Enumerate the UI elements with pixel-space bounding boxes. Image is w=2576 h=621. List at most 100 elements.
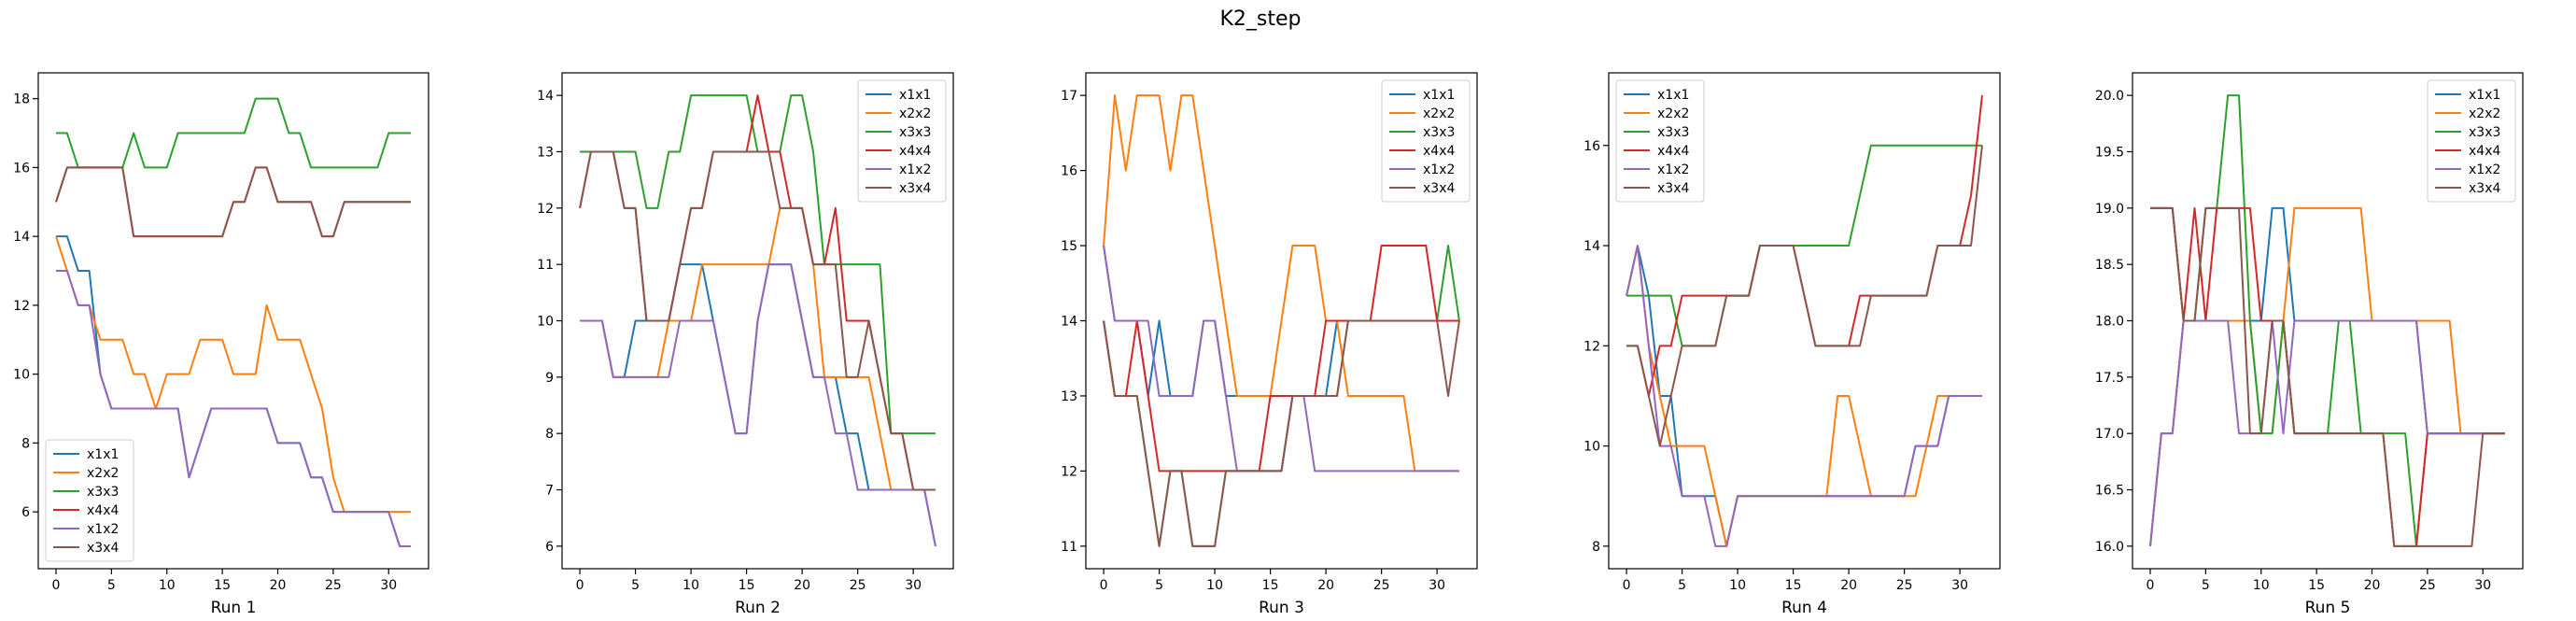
x-tick-label: 0 xyxy=(1623,578,1631,593)
y-tick-label: 16.5 xyxy=(2095,484,2124,499)
x-tick-label: 5 xyxy=(1678,578,1686,593)
legend-label-x3x4: x3x4 xyxy=(2469,181,2500,196)
legend-label-x1x2: x1x2 xyxy=(899,162,931,177)
y-tick-label: 8 xyxy=(545,427,554,442)
x-axis-label: Run 5 xyxy=(2305,599,2351,617)
legend-label-x3x3: x3x3 xyxy=(87,485,119,500)
series-line-x1x2 xyxy=(1626,245,1982,547)
y-tick-label: 18.0 xyxy=(2095,315,2124,330)
legend-label-x1x2: x1x2 xyxy=(1657,162,1689,177)
x-tick-label: 30 xyxy=(905,578,922,593)
subplot-run-5: 0 5 10 15 20 25 30 16.0 16.5 17.0 17.5 18.0 18.5 19.0… xyxy=(2095,72,2524,617)
subplot-run-4: 0 5 10 15 20 25 30 8 10 12 14 16 Run 4 x1x1 x2x2 x3x3 x4… xyxy=(1584,72,2001,617)
y-tick-label: 10 xyxy=(537,315,554,330)
x-axis-label: Run 2 xyxy=(735,599,781,617)
legend-label-x2x2: x2x2 xyxy=(87,466,119,481)
y-tick-label: 6 xyxy=(545,540,554,555)
x-tick-label: 0 xyxy=(1100,578,1108,593)
series-line-x1x2 xyxy=(580,263,936,547)
x-tick-label: 0 xyxy=(52,578,61,593)
legend-label-x4x4: x4x4 xyxy=(2469,144,2500,159)
legend-label-x2x2: x2x2 xyxy=(899,106,931,121)
y-tick-label: 19.0 xyxy=(2095,202,2124,217)
y-tick-label: 16 xyxy=(1584,139,1600,154)
y-tick-label: 11 xyxy=(537,258,554,273)
x-axis-label: Run 1 xyxy=(211,599,257,617)
x-tick-label: 15 xyxy=(739,578,755,593)
axes-frame xyxy=(1608,72,2001,570)
series-line-x3x4 xyxy=(579,150,936,491)
legend-label-x3x4: x3x4 xyxy=(87,541,119,556)
x-tick-label: 20 xyxy=(270,578,287,593)
x-tick-label: 5 xyxy=(2202,578,2210,593)
y-tick-label: 10 xyxy=(13,368,30,383)
series-line-x4x4 xyxy=(1103,245,1459,473)
legend-label-x1x1: x1x1 xyxy=(2469,88,2500,103)
legend-label-x3x4: x3x4 xyxy=(899,181,931,196)
series-line-x1x1 xyxy=(1626,245,1982,547)
x-tick-label: 10 xyxy=(2253,578,2270,593)
series-line-x3x4 xyxy=(55,166,411,238)
y-tick-label: 18.5 xyxy=(2095,258,2124,273)
x-tick-label: 25 xyxy=(850,578,866,593)
x-tick-label: 10 xyxy=(1206,578,1223,593)
legend-label-x1x2: x1x2 xyxy=(87,522,119,537)
y-tick-label: 18 xyxy=(13,92,30,107)
y-tick-label: 12 xyxy=(1061,464,1077,479)
x-axis-label: Run 4 xyxy=(1781,599,1827,617)
series-line-x2x2 xyxy=(1103,94,1459,473)
y-tick-label: 13 xyxy=(1061,389,1077,404)
x-tick-label: 25 xyxy=(1896,578,1913,593)
x-tick-label: 0 xyxy=(576,578,584,593)
y-tick-label: 7 xyxy=(545,484,554,499)
subplot-run-1: 0 5 10 15 20 25 30 6 8 10 12 14 16 18 Run 1 x1x1 x2x2 x3x… xyxy=(13,72,429,617)
x-tick-label: 20 xyxy=(794,578,810,593)
y-tick-label: 16.0 xyxy=(2095,540,2124,555)
y-tick-label: 14 xyxy=(537,89,554,104)
x-tick-label: 20 xyxy=(2364,578,2381,593)
series-line-x3x3 xyxy=(56,97,411,169)
legend-label-x2x2: x2x2 xyxy=(1657,106,1689,121)
y-tick-label: 14 xyxy=(1061,315,1077,330)
x-tick-label: 15 xyxy=(1785,578,1802,593)
legend-label-x3x3: x3x3 xyxy=(2469,125,2500,140)
series-line-x1x2 xyxy=(2149,319,2505,546)
series-lines xyxy=(1103,94,1460,547)
x-tick-label: 30 xyxy=(2474,578,2491,593)
legend: x1x1 x2x2 x3x3 x4x4 x1x2 x3x4 xyxy=(1381,79,1471,203)
x-tick-label: 5 xyxy=(107,578,116,593)
legend-label-x3x4: x3x4 xyxy=(1657,181,1689,196)
x-tick-label: 30 xyxy=(1429,578,1445,593)
series-line-x2x2 xyxy=(580,206,936,491)
y-tick-label: 10 xyxy=(1584,440,1600,455)
legend-label-x4x4: x4x4 xyxy=(1657,144,1689,159)
series-line-x3x4 xyxy=(2150,206,2505,547)
legend-label-x2x2: x2x2 xyxy=(1423,106,1455,121)
y-tick-label: 8 xyxy=(1592,540,1600,555)
x-tick-label: 5 xyxy=(631,578,640,593)
y-tick-label: 19.5 xyxy=(2095,145,2124,160)
y-tick-label: 8 xyxy=(21,436,30,451)
legend-label-x1x1: x1x1 xyxy=(1657,88,1689,103)
series-lines xyxy=(55,97,411,548)
y-tick-label: 12 xyxy=(13,299,30,314)
series-lines xyxy=(579,94,936,547)
legend-label-x1x1: x1x1 xyxy=(87,447,119,462)
legend-label-x1x2: x1x2 xyxy=(1423,162,1455,177)
legend-label-x3x3: x3x3 xyxy=(1423,125,1455,140)
legend-box xyxy=(857,79,947,203)
x-axis-label: Run 3 xyxy=(1259,599,1304,617)
legend-box xyxy=(1381,79,1471,203)
x-tick-label: 15 xyxy=(1262,578,1279,593)
x-tick-label: 20 xyxy=(1317,578,1334,593)
series-lines xyxy=(1626,95,1983,547)
axes-frame xyxy=(37,72,429,570)
series-line-x1x2 xyxy=(56,270,411,548)
x-tick-label: 10 xyxy=(1729,578,1746,593)
x-tick-label: 30 xyxy=(1951,578,1968,593)
y-tick-label: 13 xyxy=(537,145,554,160)
x-tick-label: 25 xyxy=(2419,578,2436,593)
legend: x1x1 x2x2 x3x3 x4x4 x1x2 x3x4 xyxy=(45,439,134,562)
